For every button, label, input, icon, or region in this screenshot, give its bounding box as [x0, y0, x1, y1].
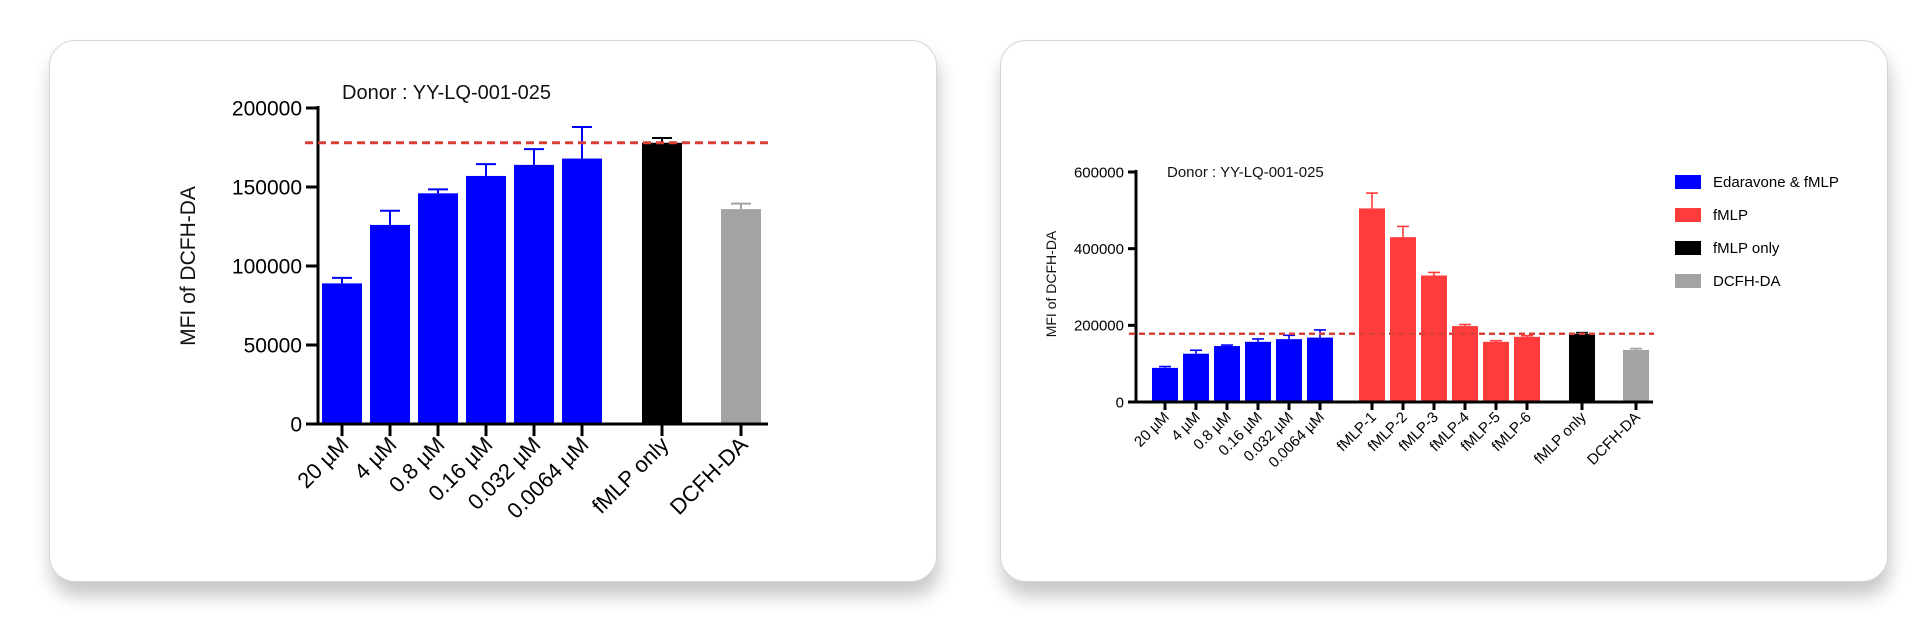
r-legend-swatch-4 [1675, 274, 1701, 288]
r-x-tick-label-13: fMLP only [1531, 408, 1590, 467]
r-legend-label-4: DCFH-DA [1713, 273, 1781, 290]
r-x-tick-label-1: 20 µM [1131, 409, 1173, 451]
r-legend-swatch-1 [1675, 175, 1701, 189]
right-chart-y-axis-label: MFI of DCFH-DA [1043, 230, 1059, 337]
r-legend-label-3: fMLP only [1713, 240, 1780, 257]
r-error-bar-2 [1190, 349, 1202, 354]
left-chart: Donor : YY-LQ-001-025 MFI of DCFH-DA 0 50… [177, 82, 768, 523]
l-error-bar-4 [476, 163, 496, 176]
r-error-bar-1 [1159, 365, 1171, 368]
l-error-bar-5 [524, 148, 544, 165]
l-bar-7 [642, 142, 682, 424]
r-error-bar-12 [1521, 334, 1533, 337]
l-y-tick-label-1: 0 [290, 414, 302, 437]
l-error-bar-8 [731, 202, 751, 210]
r-error-bar-11 [1490, 339, 1502, 342]
r-bar-6 [1307, 337, 1333, 402]
l-bar-8 [721, 209, 761, 424]
r-x-tick-label-14: DCFH-DA [1584, 409, 1644, 469]
left-chart-y-axis-label: MFI of DCFH-DA [177, 186, 200, 346]
r-y-tick-label-1: 0 [1116, 394, 1124, 411]
r-y-tick-label-4: 600000 [1074, 164, 1124, 181]
l-bar-2 [370, 224, 410, 424]
r-bar-3 [1214, 346, 1240, 402]
l-bar-3 [418, 193, 458, 424]
r-bar-8 [1390, 237, 1416, 402]
r-bar-1 [1152, 367, 1178, 402]
r-bar-5 [1276, 339, 1302, 402]
right-chart: Donor : YY-LQ-001-025 MFI of DCFH-DA 0 20… [1043, 164, 1839, 471]
l-y-tick-label-2: 50000 [244, 335, 302, 358]
l-x-tick-label-7: fMLP only [587, 432, 674, 519]
r-error-bar-4 [1252, 338, 1264, 342]
r-y-tick-label-3: 400000 [1074, 241, 1124, 258]
l-error-bar-2 [380, 209, 400, 225]
r-bar-9 [1421, 275, 1447, 402]
l-bar-6 [562, 158, 602, 424]
r-bar-4 [1245, 341, 1271, 402]
r-error-bar-14 [1630, 347, 1642, 350]
r-bar-13 [1569, 333, 1595, 402]
r-error-bar-10 [1459, 323, 1471, 327]
r-error-bar-3 [1221, 344, 1233, 347]
right-chart-panel: Donor : YY-LQ-001-025 MFI of DCFH-DA 0 20… [1000, 40, 1888, 582]
r-bar-10 [1452, 326, 1478, 402]
right-chart-title: Donor : YY-LQ-001-025 [1167, 164, 1324, 181]
r-legend-swatch-2 [1675, 208, 1701, 222]
r-bar-12 [1514, 336, 1540, 402]
r-legend-label-2: fMLP [1713, 207, 1748, 224]
left-chart-title: Donor : YY-LQ-001-025 [342, 82, 551, 104]
r-bar-7 [1359, 208, 1385, 402]
l-x-tick-label-8: DCFH-DA [665, 432, 753, 520]
r-y-tick-label-2: 200000 [1074, 318, 1124, 335]
l-bar-4 [466, 175, 506, 424]
r-error-bar-5 [1283, 334, 1295, 340]
l-y-tick-label-4: 150000 [232, 177, 302, 200]
l-y-tick-label-5: 200000 [232, 98, 302, 121]
r-bar-14 [1623, 349, 1649, 402]
l-bar-5 [514, 164, 554, 424]
l-x-tick-label-1: 20 µM [292, 432, 353, 493]
left-chart-panel: Donor : YY-LQ-001-025 MFI of DCFH-DA 0 50… [49, 40, 937, 582]
r-legend-swatch-3 [1675, 241, 1701, 255]
r-bar-11 [1483, 341, 1509, 402]
r-error-bar-9 [1428, 271, 1440, 276]
l-bar-1 [322, 283, 362, 424]
l-error-bar-1 [332, 276, 352, 284]
r-legend-label-1: Edaravone & fMLP [1713, 174, 1839, 191]
r-error-bar-7 [1366, 192, 1378, 209]
r-bar-2 [1183, 353, 1209, 402]
r-error-bar-8 [1397, 225, 1409, 238]
l-y-tick-label-3: 100000 [232, 256, 302, 279]
l-error-bar-3 [428, 188, 448, 194]
